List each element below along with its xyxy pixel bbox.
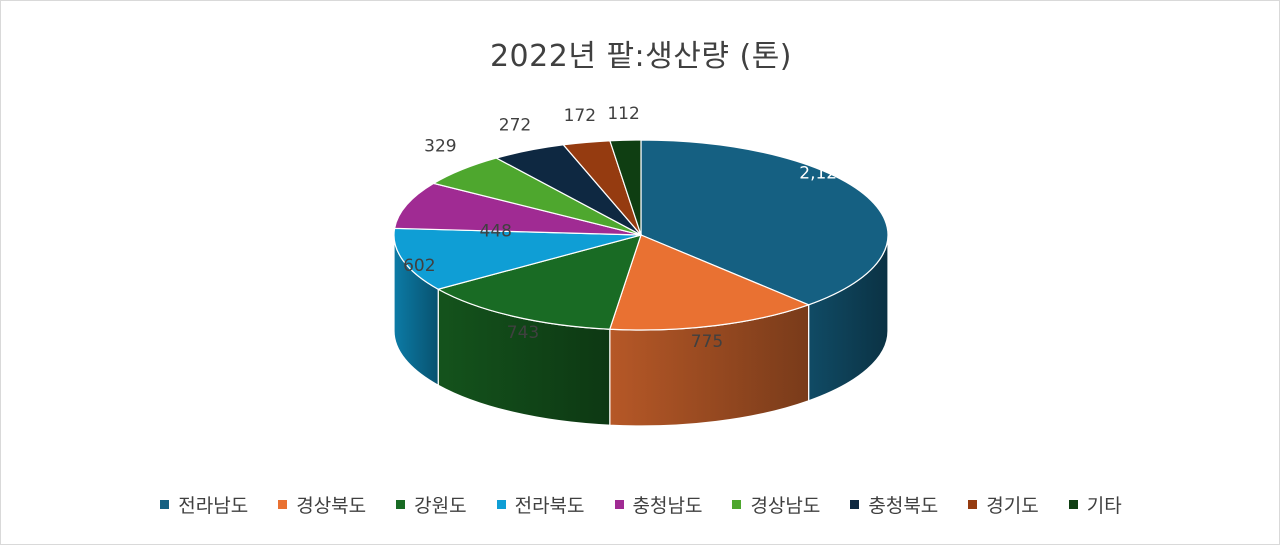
legend-item-경상남도: 경상남도 — [732, 491, 820, 518]
legend-item-기타: 기타 — [1068, 491, 1122, 518]
pie-slice-경상북도 — [608, 234, 811, 331]
legend-swatch — [850, 500, 860, 509]
data-label-경상남도: 329 — [424, 137, 456, 157]
legend-swatch — [732, 500, 742, 509]
legend-label: 충청남도 — [632, 495, 703, 517]
legend-item-경상북도: 경상북도 — [278, 491, 366, 518]
chart-title: 2022년 팥:생산량 (톤) — [489, 39, 793, 74]
legend-swatch — [396, 500, 406, 509]
legend-swatch — [278, 500, 288, 509]
pie-slice-전라남도 — [640, 139, 889, 306]
legend-label: 경상북도 — [296, 495, 367, 517]
pie-slice-강원도 — [436, 234, 642, 330]
legend-label: 전라북도 — [514, 495, 585, 517]
legend-label: 강원도 — [414, 495, 467, 517]
chart-legend: 전라남도 경상북도 강원도 전라북도 충청남도 경상남도 충청북도 경기도 기타 — [1, 491, 1280, 518]
legend-swatch — [496, 500, 506, 509]
legend-item-경기도: 경기도 — [968, 491, 1039, 518]
legend-label: 경상남도 — [750, 495, 821, 517]
legend-item-충청남도: 충청남도 — [614, 491, 703, 518]
pie-slice-전라북도 — [393, 227, 642, 290]
legend-item-전라남도: 전라남도 — [160, 491, 248, 518]
legend-item-전라북도: 전라북도 — [496, 491, 585, 518]
data-label-충청남도: 448 — [480, 221, 512, 241]
pie-slice-충청남도 — [393, 182, 642, 236]
data-label-충청북도: 272 — [499, 115, 531, 135]
data-label-전라남도: 2,128 — [799, 164, 848, 184]
legend-label: 전라남도 — [178, 495, 249, 517]
data-label-경상북도: 775 — [691, 332, 723, 352]
legend-label: 기타 — [1086, 495, 1122, 517]
legend-label: 경기도 — [986, 495, 1039, 517]
legend-swatch — [968, 500, 978, 509]
legend-swatch — [160, 500, 170, 509]
legend-item-강원도: 강원도 — [396, 491, 467, 518]
data-label-기타: 112 — [607, 104, 639, 124]
legend-swatch — [614, 500, 624, 509]
data-label-경기도: 172 — [564, 106, 596, 126]
data-label-전라북도: 602 — [403, 256, 435, 276]
legend-item-충청북도: 충청북도 — [850, 491, 938, 518]
data-label-강원도: 743 — [507, 323, 539, 343]
legend-swatch — [1068, 500, 1078, 509]
pie-slice-기타 — [609, 139, 642, 236]
legend-label: 충청북도 — [868, 495, 939, 517]
